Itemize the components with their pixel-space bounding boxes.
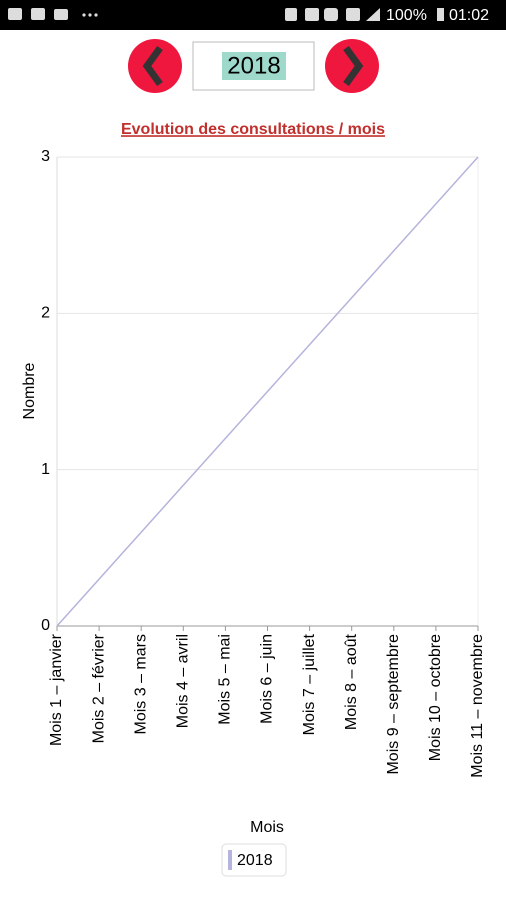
icon [366, 8, 380, 21]
y-tick-label: 3 [41, 148, 50, 165]
x-tick-label: Mois 11 – novembre [469, 634, 486, 778]
x-tick-label: Mois 5 – mai [217, 634, 234, 725]
legend-label: 2018 [237, 852, 273, 869]
year-text: 2018 [227, 52, 280, 79]
x-tick-label: Mois 9 – septembre [385, 634, 402, 775]
icon [8, 8, 22, 20]
y-tick-label: 1 [41, 461, 50, 478]
icon [346, 8, 360, 21]
legend-swatch [228, 850, 232, 870]
battery-text: 100% [386, 7, 427, 24]
y-tick-label: 2 [41, 305, 50, 322]
icon [31, 8, 45, 20]
chevron-left [142, 45, 163, 87]
prev-year-button[interactable] [128, 39, 182, 93]
selection-highlight [222, 52, 286, 80]
x-tick-label: Mois 1 – janvier [48, 633, 65, 746]
y-tick-label: 0 [41, 617, 50, 634]
x-tick-label: Mois 8 – août [343, 633, 360, 730]
icon [305, 8, 319, 21]
chevron-right [343, 45, 364, 87]
icon [54, 9, 68, 20]
status-icons [8, 8, 444, 21]
time: 01:02 [449, 7, 489, 24]
x-tick-label: Mois 2 – février [90, 633, 107, 743]
chart-title: Evolution des consultations / mois [121, 121, 385, 138]
icon [324, 8, 338, 21]
x-axis-label: Mois [250, 819, 284, 836]
icon [94, 13, 98, 17]
x-tick-label: Mois 10 – octobre [427, 634, 444, 761]
x-tick-label: Mois 3 – mars [132, 634, 149, 734]
x-tick-label: Mois 7 – juillet [301, 633, 318, 735]
legend [221, 843, 287, 877]
icon [88, 13, 92, 17]
status-bar [0, 0, 506, 30]
icon [82, 13, 86, 17]
icon [285, 8, 297, 21]
icon [437, 8, 444, 21]
x-tick-label: Mois 4 – avril [175, 634, 192, 728]
data-line [56, 156, 479, 627]
x-tick-label: Mois 6 – juin [259, 634, 276, 724]
next-year-button[interactable] [325, 39, 379, 93]
y-axis-label: Nombre [21, 362, 38, 419]
